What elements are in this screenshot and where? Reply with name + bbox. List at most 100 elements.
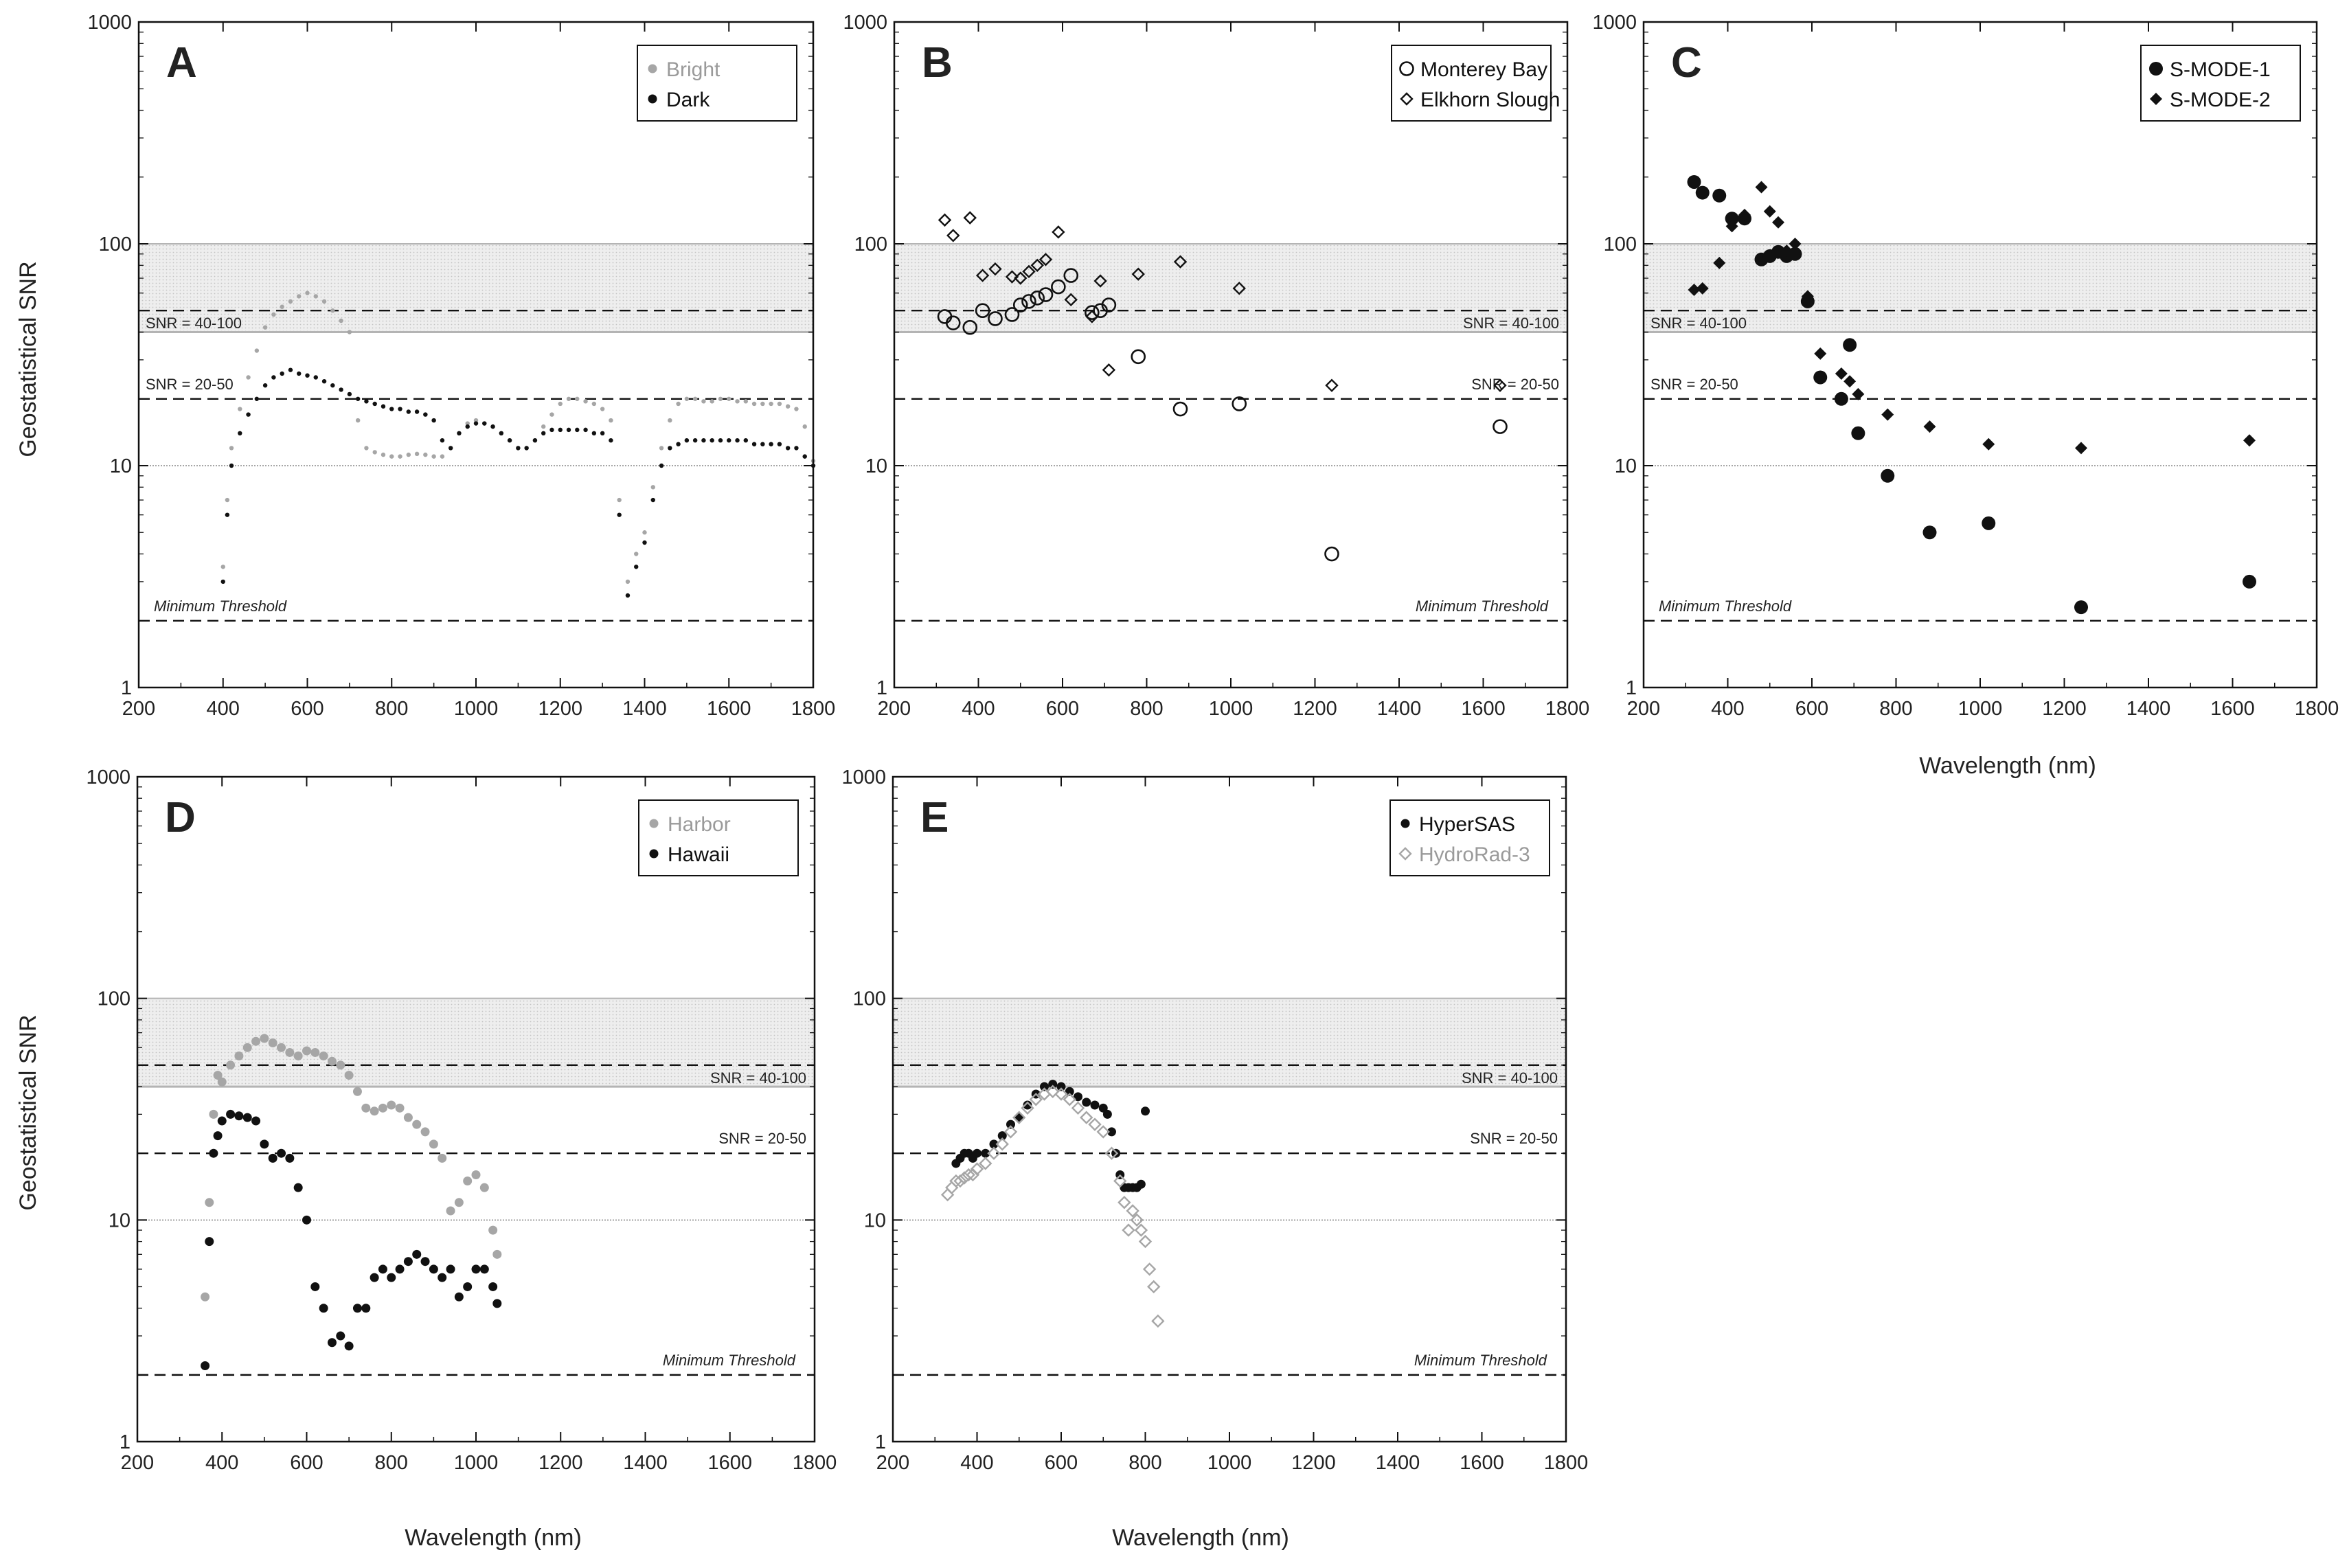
- data-point: [280, 371, 284, 376]
- data-point: [1982, 438, 1995, 451]
- data-point: [327, 1338, 337, 1348]
- data-point: [271, 375, 276, 380]
- data-point: [566, 396, 571, 401]
- data-point: [361, 1103, 371, 1113]
- x-tick-label: 1600: [1460, 1452, 1504, 1474]
- y-tick-label: 1000: [87, 12, 132, 34]
- x-tick-label: 1200: [1291, 1452, 1336, 1474]
- data-point: [229, 446, 234, 451]
- data-point: [1151, 1314, 1165, 1328]
- y-axis-title-top: Geostatistical SNR: [15, 261, 41, 457]
- data-point: [549, 412, 554, 417]
- data-point: [398, 454, 402, 459]
- data-point: [1122, 1223, 1135, 1237]
- series-hawaii: [201, 1109, 502, 1371]
- data-point: [344, 1341, 354, 1351]
- data-point: [1074, 1092, 1082, 1102]
- data-point: [2075, 442, 2087, 455]
- data-point: [609, 438, 613, 443]
- data-point: [398, 407, 402, 411]
- data-point: [1064, 293, 1078, 307]
- data-point: [1051, 279, 1066, 295]
- data-point: [234, 1051, 244, 1060]
- data-point: [205, 1198, 214, 1207]
- data-point: [2243, 574, 2256, 589]
- data-point: [336, 1331, 345, 1341]
- data-point: [352, 1087, 362, 1096]
- data-point: [209, 1109, 218, 1119]
- legend-label: Hawaii: [668, 843, 729, 866]
- data-point: [997, 1131, 1007, 1141]
- series-harbor: [201, 1034, 502, 1302]
- x-tick-label: 1800: [793, 1452, 837, 1474]
- data-point: [1131, 349, 1146, 365]
- data-point: [676, 401, 681, 407]
- data-point: [488, 1225, 498, 1235]
- legend-box: [637, 45, 797, 122]
- data-point: [524, 446, 529, 451]
- legend: Bright Dark: [637, 45, 797, 122]
- data-point: [1085, 305, 1100, 320]
- data-point: [389, 407, 394, 411]
- legend-box: [1389, 799, 1550, 876]
- data-point: [352, 1304, 362, 1313]
- data-point: [507, 438, 512, 443]
- data-point: [364, 399, 369, 404]
- data-point: [213, 1131, 223, 1141]
- data-point: [1117, 1196, 1131, 1209]
- data-point: [962, 1168, 975, 1182]
- data-point: [1029, 1093, 1043, 1106]
- data-point: [1138, 1234, 1153, 1249]
- series-bright: [220, 291, 816, 584]
- data-point: [420, 1257, 430, 1266]
- data-point: [1695, 185, 1710, 200]
- x-tick-label: 1600: [1461, 698, 1506, 720]
- data-point: [220, 579, 225, 584]
- data-point: [288, 299, 293, 304]
- legend-marker: [1400, 92, 1414, 106]
- x-tick-label: 1400: [622, 698, 667, 720]
- data-point: [412, 1249, 422, 1259]
- data-point: [463, 1177, 473, 1186]
- data-point: [431, 454, 436, 459]
- data-point: [946, 229, 960, 242]
- data-point: [347, 330, 352, 334]
- x-tick-label: 1400: [2126, 698, 2171, 720]
- x-axis-title-panel-e: Wavelength (nm): [1112, 1525, 1289, 1551]
- x-tick-label: 1200: [1293, 698, 1337, 720]
- data-point: [1111, 1148, 1121, 1158]
- data-point: [1923, 420, 1936, 433]
- data-point: [1324, 546, 1339, 562]
- data-point: [406, 409, 411, 414]
- x-axis-title-panel-d: Wavelength (nm): [405, 1525, 582, 1551]
- data-point: [225, 512, 230, 517]
- data-point: [293, 1051, 303, 1060]
- data-point: [293, 1183, 303, 1192]
- data-point: [769, 401, 773, 407]
- data-point: [1834, 391, 1848, 406]
- x-tick-label: 800: [1128, 1452, 1161, 1474]
- data-point: [313, 294, 318, 299]
- data-point: [414, 451, 420, 457]
- data-point: [1004, 307, 1020, 322]
- data-point: [600, 407, 605, 411]
- data-point: [387, 1100, 396, 1110]
- data-point: [473, 421, 479, 426]
- data-point: [650, 485, 655, 490]
- data-point: [1725, 220, 1738, 233]
- x-tick-label: 200: [121, 1452, 154, 1474]
- x-tick-label: 800: [375, 698, 408, 720]
- data-point: [987, 1146, 1001, 1160]
- data-point: [201, 1292, 210, 1302]
- snr-band: [137, 998, 815, 1087]
- data-point: [1046, 1084, 1060, 1098]
- x-tick-label: 200: [876, 1452, 909, 1474]
- data-point: [945, 315, 961, 330]
- data-point: [473, 418, 479, 423]
- data-point: [297, 294, 302, 299]
- data-point: [310, 1282, 320, 1291]
- legend-marker: [2149, 62, 2163, 76]
- series-elkhorn-slough: [938, 211, 1507, 392]
- data-point: [355, 418, 361, 423]
- panel-d: SNR = 40-100 SNR = 20-50 Minimum Threshold…: [86, 766, 837, 1474]
